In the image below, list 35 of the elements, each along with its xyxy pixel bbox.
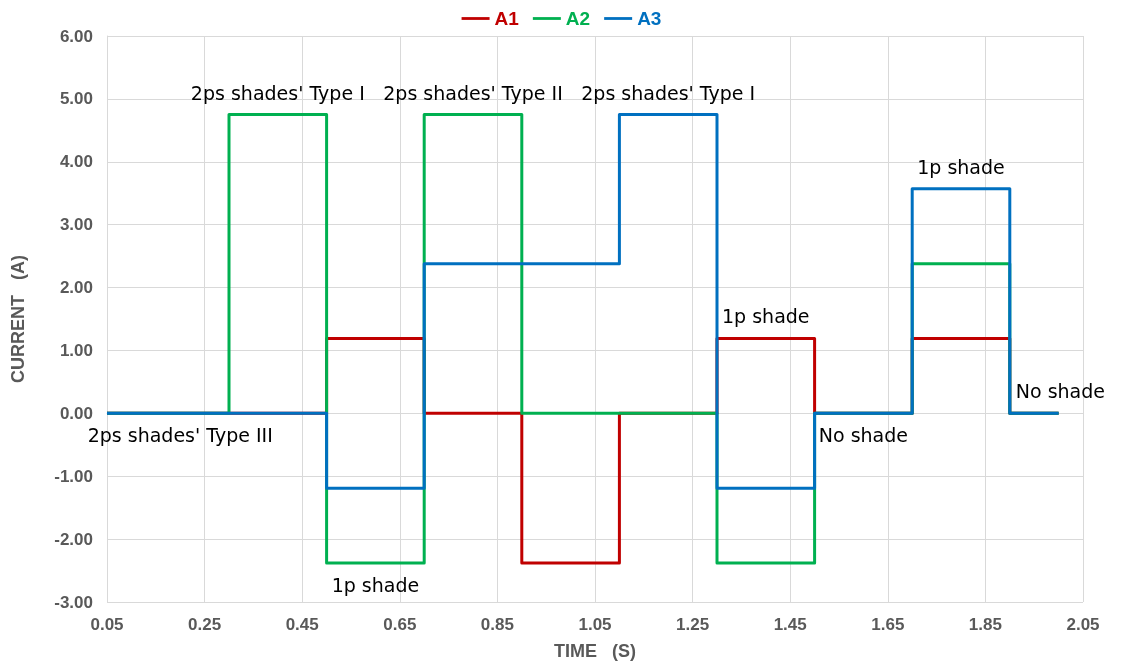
y-tick-label: 1.00: [59, 340, 93, 360]
x-tick-label: 1.25: [676, 615, 710, 634]
x-tick-label: 2.05: [1066, 615, 1100, 634]
legend-label: A2: [565, 8, 591, 29]
annotation: 2ps shades' Type II: [383, 81, 563, 104]
x-axis-title: TIME (S): [554, 641, 636, 661]
y-tick-label: -2.00: [54, 529, 93, 549]
annotation: 1p shade: [917, 155, 1005, 178]
y-tick-label: -1.00: [54, 466, 93, 486]
y-tick-label: 3.00: [59, 215, 93, 235]
annotation: 1p shade: [722, 305, 810, 328]
x-tick-label: 0.85: [480, 615, 514, 634]
annotation: 2ps shades' Type III: [87, 424, 273, 447]
y-tick-label: 4.00: [59, 152, 93, 172]
annotation: No shade: [1015, 380, 1106, 403]
x-tick-label: 0.05: [90, 615, 124, 634]
y-tick-label: 0.00: [59, 403, 93, 423]
legend-label: A3: [637, 8, 662, 29]
y-axis-title: CURRENT (A): [8, 255, 28, 383]
y-tick-label: 2.00: [59, 278, 93, 298]
x-tick-label: 1.65: [871, 615, 905, 634]
annotation: 2ps shades' Type I: [190, 81, 365, 104]
annotation: 2ps shades' Type I: [581, 81, 756, 104]
x-tick-label: 1.85: [968, 615, 1002, 634]
x-tick-label: 0.65: [383, 615, 417, 634]
legend-label: A1: [494, 8, 520, 29]
x-tick-label: 1.45: [773, 615, 807, 634]
annotation: 1p shade: [331, 574, 420, 597]
x-tick-label: 1.05: [578, 615, 612, 634]
x-tick-label: 0.25: [188, 615, 222, 634]
y-tick-label: 5.00: [59, 89, 93, 109]
annotation: No shade: [818, 424, 909, 447]
x-tick-label: 0.45: [285, 615, 319, 634]
y-tick-label: -3.00: [54, 592, 93, 612]
y-tick-label: 6.00: [59, 26, 93, 46]
